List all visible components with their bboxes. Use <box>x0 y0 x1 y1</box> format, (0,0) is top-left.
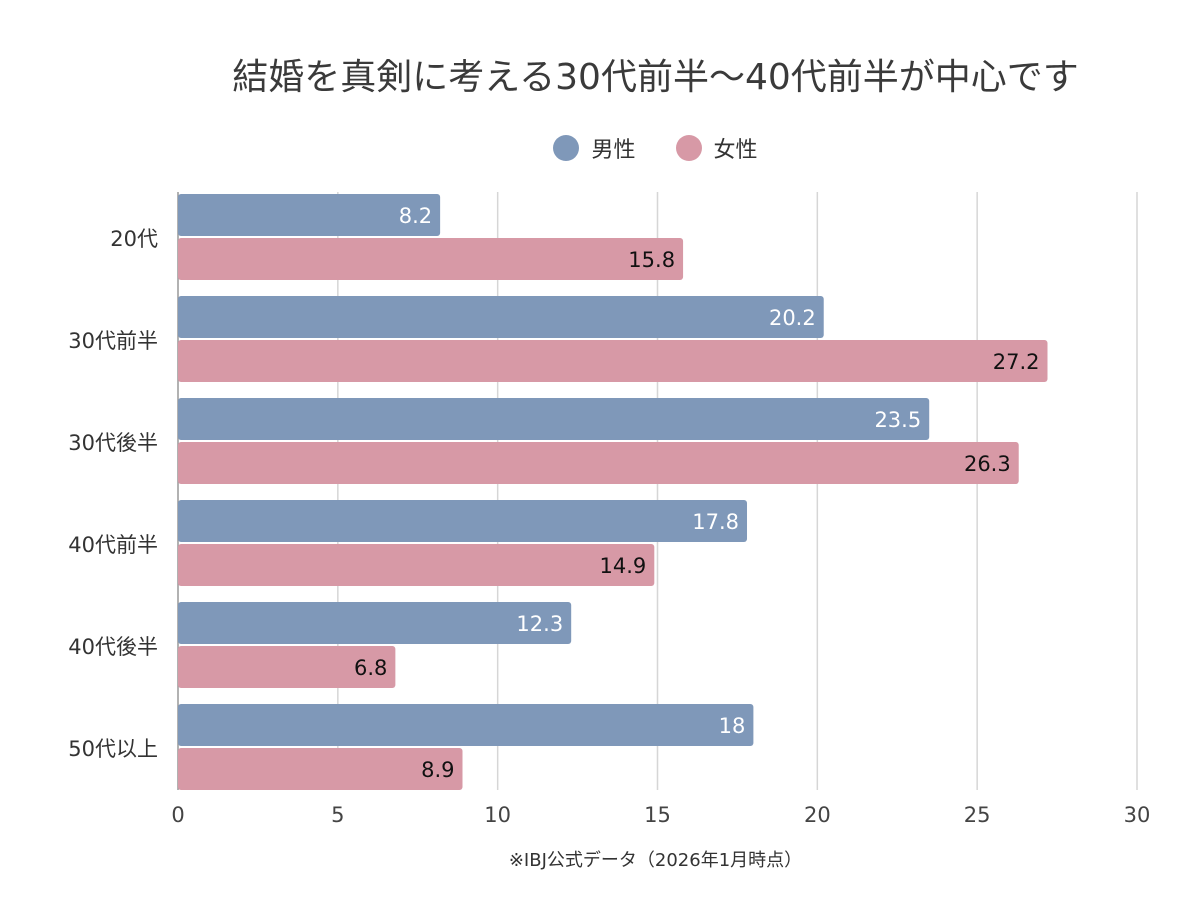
data-label: 18 <box>719 714 746 738</box>
bar-male <box>178 296 824 338</box>
footnote: ※IBJ公式データ（2026年1月時点） <box>508 850 803 871</box>
bar-male <box>178 500 748 542</box>
bar-male <box>178 602 572 644</box>
bar-female <box>178 646 396 688</box>
legend-label-female: 女性 <box>713 138 758 163</box>
bar-female <box>178 238 684 280</box>
bar-male <box>178 398 930 440</box>
data-label: 8.2 <box>399 204 432 228</box>
x-tick-label: 30 <box>1124 803 1151 827</box>
data-label: 14.9 <box>600 554 647 578</box>
x-tick-label: 20 <box>804 803 831 827</box>
bar-female <box>178 544 655 586</box>
y-category-label: 40代前半 <box>68 533 158 557</box>
legend-label-male: 男性 <box>591 138 636 163</box>
legend-swatch-male <box>553 135 580 161</box>
y-category-label: 30代前半 <box>68 329 158 353</box>
bar-female <box>178 340 1048 382</box>
data-label: 6.8 <box>354 656 387 680</box>
y-category-label: 50代以上 <box>68 737 158 761</box>
y-category-label: 20代 <box>110 227 158 251</box>
x-tick-label: 0 <box>171 803 184 827</box>
bar-female <box>178 442 1019 484</box>
legend-item-female: 女性 <box>675 132 758 164</box>
x-tick-label: 10 <box>484 803 511 827</box>
data-label: 23.5 <box>874 408 921 432</box>
legend-item-male: 男性 <box>553 132 636 164</box>
data-label: 26.3 <box>964 452 1011 476</box>
bar-male <box>178 194 441 236</box>
data-label: 15.8 <box>628 248 675 272</box>
data-label: 12.3 <box>516 612 563 636</box>
data-label: 27.2 <box>993 350 1040 374</box>
x-tick-label: 15 <box>644 803 671 827</box>
legend-swatch-female <box>675 135 702 161</box>
bar-male <box>178 704 754 746</box>
legend: 男性 女性 <box>0 132 1201 164</box>
data-label: 20.2 <box>769 306 816 330</box>
data-label: 8.9 <box>421 758 454 782</box>
chart-title: 結婚を真剣に考える30代前半〜40代前半が中心です <box>232 57 1079 98</box>
bar-female <box>178 748 463 790</box>
x-tick-label: 25 <box>964 803 991 827</box>
data-label: 17.8 <box>692 510 739 534</box>
y-category-label: 40代後半 <box>68 635 158 659</box>
y-category-label: 30代後半 <box>68 431 158 455</box>
x-tick-label: 5 <box>331 803 344 827</box>
